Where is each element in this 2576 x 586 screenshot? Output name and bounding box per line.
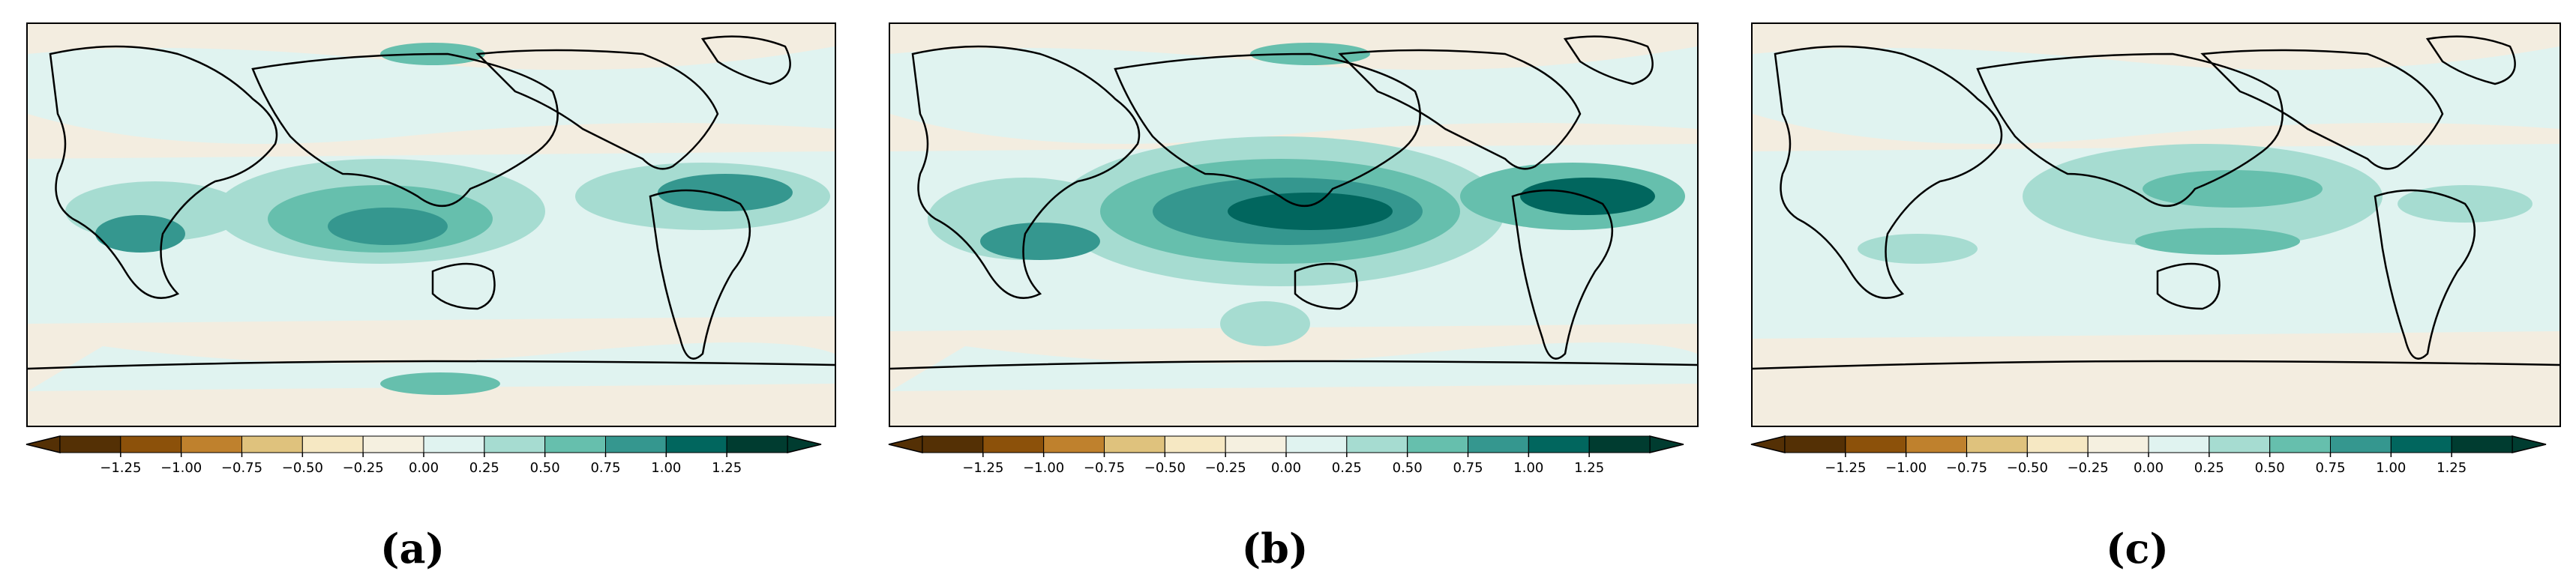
colorbar-tick-label: 0.00 (2134, 460, 2164, 476)
map-b (889, 22, 1699, 427)
colorbar-tick-label: 1.00 (1513, 460, 1543, 476)
colorbar-swatch (2026, 435, 2089, 453)
colorbar-tick-label: 0.75 (590, 460, 620, 476)
colorbar-swatch (423, 435, 485, 453)
colorbar-swatch (362, 435, 424, 453)
colorbar-swatch (1346, 435, 1408, 453)
colorbar-tick-label: −1.00 (1023, 460, 1064, 476)
colorbar-tick-label: 1.25 (1574, 460, 1604, 476)
colorbar-tick-label: −0.25 (2068, 460, 2109, 476)
colorbar-tick-label: −1.25 (1825, 460, 1866, 476)
colorbar-tick-label: 1.00 (2376, 460, 2406, 476)
colorbar-swatch (1528, 435, 1590, 453)
colorbar-tick-label: 0.75 (1453, 460, 1483, 476)
colorbar-tick-label: −0.50 (1144, 460, 1186, 476)
world-map-b (890, 24, 1697, 426)
colorbar-c: −1.25 −1.00 −0.75 −0.50 −0.25 0.00 0.25 0.50 0.7… (1750, 435, 2547, 476)
colorbar-tick-label: 0.50 (1393, 460, 1423, 476)
map-c (1751, 22, 2561, 427)
panel-label-a: (a) (379, 525, 445, 573)
panel-b: −1.25 −1.00 −0.75 −0.50 −0.25 0.00 0.25 0.50 0.7… (862, 0, 1699, 586)
colorbar-swatch (1588, 435, 1651, 453)
panel-c: −1.25 −1.00 −0.75 −0.50 −0.25 0.00 0.25 0.50 0.7… (1725, 0, 2561, 586)
colorbar-swatch (1845, 435, 1907, 453)
colorbar-swatch (301, 435, 364, 453)
colorbar-swatch (605, 435, 667, 453)
colorbar-tick-label: −0.50 (2007, 460, 2048, 476)
colorbar-arrow-left (1750, 435, 1786, 453)
colorbar-arrow-right (1649, 435, 1684, 453)
colorbar-swatch (2087, 435, 2149, 453)
colorbar-tick-label: 1.00 (651, 460, 681, 476)
colorbar-tick-label: 0.00 (409, 460, 439, 476)
world-map-a (28, 24, 835, 426)
colorbar-swatch (59, 435, 121, 453)
panel-label-b: (b) (1241, 525, 1309, 573)
colorbar-swatch (1784, 435, 1846, 453)
colorbar-swatch (2390, 435, 2452, 453)
colorbar-swatch (544, 435, 607, 453)
colorbar-tick-label: −0.25 (1205, 460, 1246, 476)
colorbar-swatch (1407, 435, 1469, 453)
colorbar-tick-label: −0.50 (282, 460, 323, 476)
world-map-c (1753, 24, 2560, 426)
colorbar-a: −1.25 −1.00 −0.75 −0.50 −0.25 0.00 0.25 0.50 0.7… (25, 435, 822, 476)
colorbar-tick-label: 0.50 (530, 460, 560, 476)
colorbar-swatch (2269, 435, 2332, 453)
colorbar-swatch (181, 435, 243, 453)
colorbar-swatch (484, 435, 546, 453)
colorbar-swatch (665, 435, 727, 453)
colorbar-tick-label: 0.25 (1332, 460, 1362, 476)
colorbar-swatch (1104, 435, 1165, 453)
colorbar-swatch (120, 435, 182, 453)
colorbar-tick-label: 0.25 (2194, 460, 2224, 476)
colorbar-swatch (922, 435, 984, 453)
colorbar-arrow-right (787, 435, 822, 453)
colorbar-swatch (2148, 435, 2210, 453)
colorbar-tick-label: −0.25 (343, 460, 384, 476)
colorbar-swatch (1225, 435, 1287, 453)
colorbar-arrow-right (2512, 435, 2547, 453)
colorbar-tick-label: 0.50 (2255, 460, 2285, 476)
colorbar-swatch (1468, 435, 1529, 453)
colorbar-tick-label: −0.75 (1946, 460, 1987, 476)
colorbar-tick-label: −1.25 (100, 460, 141, 476)
map-a (26, 22, 836, 427)
colorbar-swatch (2330, 435, 2392, 453)
colorbar-swatch (1906, 435, 1968, 453)
colorbar-swatch (2451, 435, 2513, 453)
colorbar-swatch (1043, 435, 1105, 453)
colorbar-arrow-left (888, 435, 923, 453)
colorbar-tick-label: 0.75 (2315, 460, 2345, 476)
colorbar-swatch (982, 435, 1045, 453)
colorbar-tick-label: −1.00 (160, 460, 202, 476)
colorbar-tick-label: −1.25 (962, 460, 1003, 476)
colorbar-swatch (2209, 435, 2271, 453)
colorbar-b: −1.25 −1.00 −0.75 −0.50 −0.25 0.00 0.25 0.50 0.7… (888, 435, 1684, 476)
colorbar-swatch (1966, 435, 2028, 453)
colorbar-swatch (1164, 435, 1226, 453)
colorbar-tick-label: 0.25 (469, 460, 499, 476)
colorbar-tick-label: −1.00 (1885, 460, 1927, 476)
colorbar-swatch (241, 435, 303, 453)
colorbar-tick-label: 1.25 (712, 460, 742, 476)
colorbar-tick-label: 1.25 (2437, 460, 2467, 476)
colorbar-tick-label: −0.75 (1084, 460, 1125, 476)
colorbar-arrow-left (25, 435, 61, 453)
panel-a: −1.25 −1.00 −0.75 −0.50 −0.25 0.00 0.25 0.50 0.7… (0, 0, 836, 586)
colorbar-tick-label: 0.00 (1271, 460, 1301, 476)
colorbar-swatch (1285, 435, 1348, 453)
panel-label-c: (c) (2106, 525, 2169, 573)
colorbar-tick-label: −0.75 (221, 460, 262, 476)
colorbar-swatch (726, 435, 788, 453)
